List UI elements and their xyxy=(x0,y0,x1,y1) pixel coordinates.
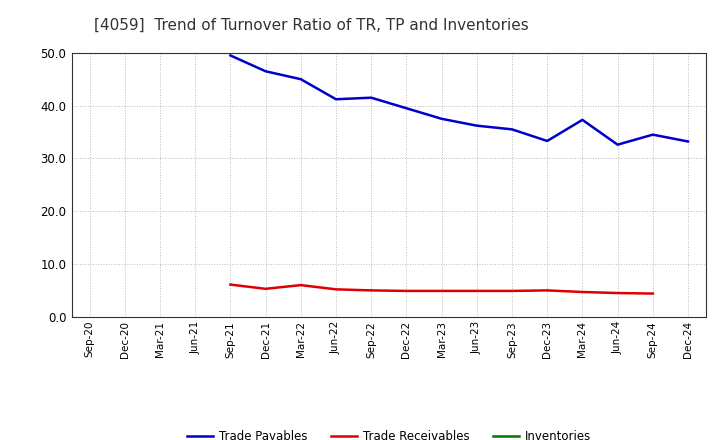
Trade Receivables xyxy=(332,287,341,292)
Trade Payables xyxy=(367,95,376,100)
Trade Receivables xyxy=(578,290,587,295)
Trade Receivables xyxy=(297,282,305,288)
Trade Payables xyxy=(332,97,341,102)
Trade Payables xyxy=(226,53,235,58)
Trade Payables xyxy=(437,116,446,121)
Line: Trade Receivables: Trade Receivables xyxy=(230,285,653,293)
Trade Receivables xyxy=(649,291,657,296)
Text: [4059]  Trend of Turnover Ratio of TR, TP and Inventories: [4059] Trend of Turnover Ratio of TR, TP… xyxy=(94,18,528,33)
Legend: Trade Payables, Trade Receivables, Inventories: Trade Payables, Trade Receivables, Inven… xyxy=(182,426,595,440)
Trade Receivables xyxy=(543,288,552,293)
Trade Payables xyxy=(402,106,410,111)
Trade Payables xyxy=(649,132,657,137)
Trade Payables xyxy=(578,117,587,122)
Trade Receivables xyxy=(437,288,446,293)
Trade Receivables xyxy=(367,288,376,293)
Trade Payables xyxy=(684,139,693,144)
Trade Receivables xyxy=(472,288,481,293)
Trade Receivables xyxy=(613,290,622,296)
Line: Trade Payables: Trade Payables xyxy=(230,55,688,145)
Trade Receivables xyxy=(226,282,235,287)
Trade Receivables xyxy=(261,286,270,291)
Trade Payables xyxy=(472,123,481,128)
Trade Receivables xyxy=(402,288,410,293)
Trade Receivables xyxy=(508,288,516,293)
Trade Payables xyxy=(543,138,552,143)
Trade Payables xyxy=(261,69,270,74)
Trade Payables xyxy=(613,142,622,147)
Trade Payables xyxy=(297,77,305,82)
Trade Payables xyxy=(508,127,516,132)
